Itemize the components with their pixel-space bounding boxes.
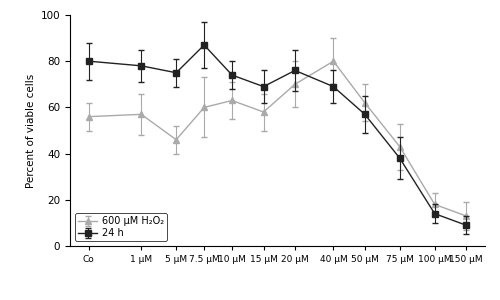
- Legend: 600 μM H₂O₂, 24 h: 600 μM H₂O₂, 24 h: [75, 213, 167, 241]
- Y-axis label: Percent of viable cells: Percent of viable cells: [26, 74, 36, 188]
